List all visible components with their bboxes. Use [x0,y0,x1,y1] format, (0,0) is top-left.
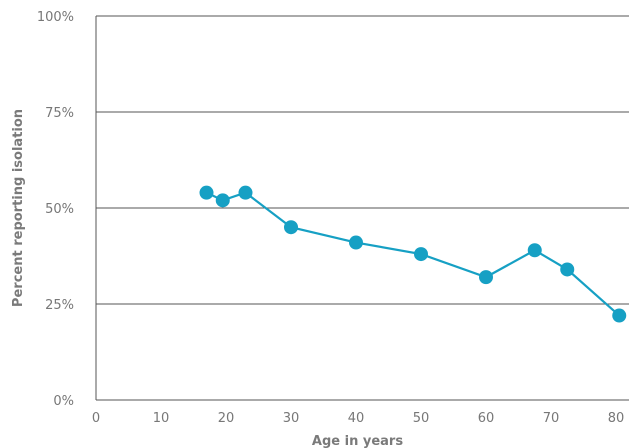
data-point [479,270,493,285]
series-group [199,185,627,323]
data-point [284,220,298,235]
x-tick-label: 30 [283,411,300,426]
data-point [199,185,214,200]
x-tick-label: 0 [92,411,100,426]
x-tick-labels: 0 10 20 30 40 50 60 70 80 [92,411,624,426]
x-tick-label: 10 [153,411,170,426]
data-point [612,308,627,323]
x-tick-label: 50 [413,411,430,426]
x-tick-label: 20 [218,411,235,426]
x-tick-label: 40 [348,411,365,426]
y-tick-label: 50% [45,202,74,217]
series-line [206,191,620,317]
data-point [560,262,575,277]
grid-lines [96,15,629,401]
data-point [527,243,542,258]
y-tick-label: 75% [45,106,74,121]
y-tick-label: 25% [45,298,74,313]
y-tick-label: 100% [37,10,74,25]
y-tick-labels: 0% 25% 50% 75% 100% [37,10,74,409]
x-tick-label: 80 [608,411,625,426]
data-point [414,247,428,262]
x-tick-label: 60 [478,411,495,426]
data-point [349,235,363,250]
data-point [238,185,253,200]
y-tick-label: 0% [53,394,74,409]
x-tick-label: 70 [543,411,560,426]
x-axis-label: Age in years [312,434,403,448]
data-point [215,193,230,208]
y-axis-label: Percent reporting isolation [11,109,26,307]
